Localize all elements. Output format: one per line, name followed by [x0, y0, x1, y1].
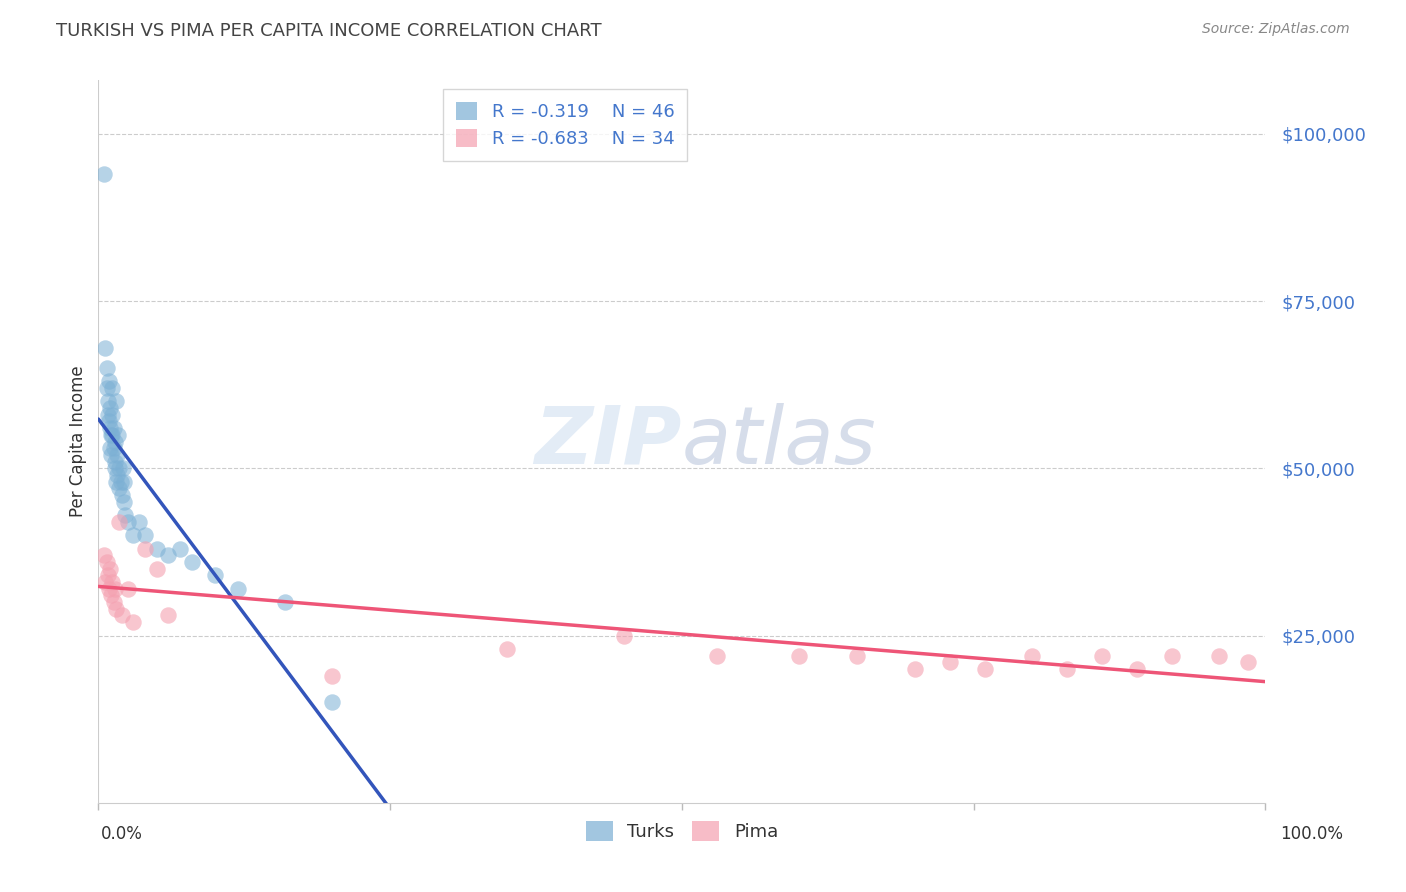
- Point: [112, 494, 135, 508]
- Point: [94, 341, 117, 355]
- Point: [98, 441, 121, 455]
- Point: [122, 528, 145, 542]
- Point: [613, 628, 636, 642]
- Point: [108, 461, 131, 475]
- Text: atlas: atlas: [682, 402, 877, 481]
- Point: [169, 541, 191, 556]
- Point: [122, 615, 145, 630]
- Y-axis label: Per Capita Income: Per Capita Income: [69, 366, 87, 517]
- Point: [108, 482, 131, 496]
- Point: [97, 582, 120, 596]
- Point: [1161, 648, 1184, 663]
- Text: ZIP: ZIP: [534, 402, 682, 481]
- Point: [104, 394, 127, 409]
- Point: [146, 541, 169, 556]
- Point: [104, 475, 127, 489]
- Point: [706, 648, 728, 663]
- Point: [104, 582, 127, 596]
- Text: 100.0%: 100.0%: [1279, 825, 1343, 843]
- Point: [112, 475, 135, 489]
- Point: [103, 421, 125, 435]
- Point: [787, 648, 810, 663]
- Point: [104, 454, 127, 469]
- Point: [111, 608, 134, 623]
- Point: [93, 548, 115, 563]
- Point: [98, 401, 121, 416]
- Text: TURKISH VS PIMA PER CAPITA INCOME CORRELATION CHART: TURKISH VS PIMA PER CAPITA INCOME CORREL…: [56, 22, 602, 40]
- Point: [1126, 662, 1149, 676]
- Point: [101, 408, 124, 422]
- Point: [117, 515, 139, 529]
- Point: [846, 648, 869, 663]
- Point: [1208, 648, 1230, 663]
- Point: [104, 602, 127, 616]
- Point: [939, 655, 962, 669]
- Point: [97, 414, 120, 428]
- Point: [100, 589, 122, 603]
- Point: [93, 167, 115, 181]
- Point: [228, 582, 250, 596]
- Point: [134, 541, 156, 556]
- Point: [100, 448, 122, 462]
- Point: [96, 555, 118, 569]
- Point: [117, 582, 139, 596]
- Point: [97, 394, 120, 409]
- Point: [104, 461, 127, 475]
- Point: [146, 562, 169, 576]
- Point: [974, 662, 997, 676]
- Point: [97, 568, 120, 582]
- Point: [94, 575, 117, 590]
- Text: 0.0%: 0.0%: [101, 825, 143, 843]
- Point: [111, 461, 134, 475]
- Point: [108, 515, 131, 529]
- Point: [105, 467, 128, 482]
- Point: [321, 669, 343, 683]
- Point: [1056, 662, 1078, 676]
- Point: [96, 381, 118, 395]
- Point: [104, 434, 127, 449]
- Point: [98, 562, 121, 576]
- Point: [101, 381, 124, 395]
- Point: [180, 555, 202, 569]
- Point: [98, 421, 121, 435]
- Point: [110, 475, 132, 489]
- Point: [97, 375, 120, 389]
- Point: [128, 515, 150, 529]
- Point: [496, 642, 519, 657]
- Point: [103, 441, 125, 455]
- Point: [111, 488, 134, 502]
- Point: [101, 575, 124, 590]
- Point: [157, 608, 180, 623]
- Point: [321, 696, 343, 710]
- Point: [97, 408, 120, 422]
- Text: Source: ZipAtlas.com: Source: ZipAtlas.com: [1202, 22, 1350, 37]
- Point: [157, 548, 180, 563]
- Point: [100, 427, 122, 442]
- Point: [107, 427, 129, 442]
- Point: [274, 595, 297, 609]
- Point: [1237, 655, 1260, 669]
- Legend: Turks, Pima: Turks, Pima: [578, 814, 786, 848]
- Point: [103, 595, 125, 609]
- Point: [904, 662, 927, 676]
- Point: [96, 361, 118, 376]
- Point: [204, 568, 226, 582]
- Point: [101, 427, 124, 442]
- Point: [134, 528, 156, 542]
- Point: [1091, 648, 1114, 663]
- Point: [114, 508, 136, 523]
- Point: [1021, 648, 1043, 663]
- Point: [105, 448, 128, 462]
